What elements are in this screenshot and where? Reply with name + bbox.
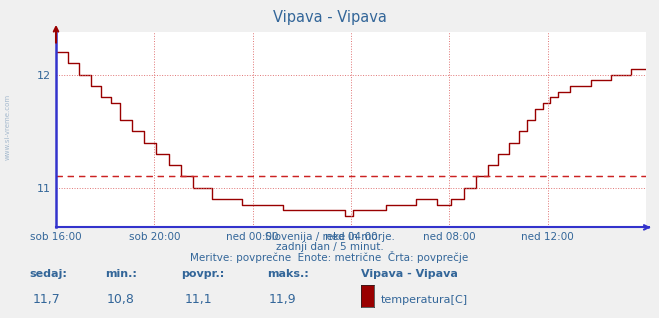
Text: 11,7: 11,7 (33, 293, 61, 306)
Text: Vipava - Vipava: Vipava - Vipava (361, 269, 458, 279)
Text: sedaj:: sedaj: (30, 269, 67, 279)
Text: maks.:: maks.: (267, 269, 308, 279)
Text: 11,1: 11,1 (185, 293, 212, 306)
Text: Slovenija / reke in morje.: Slovenija / reke in morje. (264, 232, 395, 242)
Text: 10,8: 10,8 (107, 293, 134, 306)
Text: povpr.:: povpr.: (181, 269, 225, 279)
Text: www.si-vreme.com: www.si-vreme.com (4, 94, 11, 160)
Text: Vipava - Vipava: Vipava - Vipava (273, 10, 386, 24)
Text: Meritve: povprečne  Enote: metrične  Črta: povprečje: Meritve: povprečne Enote: metrične Črta:… (190, 251, 469, 263)
Text: 11,9: 11,9 (269, 293, 297, 306)
Text: min.:: min.: (105, 269, 137, 279)
Text: temperatura[C]: temperatura[C] (381, 295, 468, 305)
Text: zadnji dan / 5 minut.: zadnji dan / 5 minut. (275, 242, 384, 252)
